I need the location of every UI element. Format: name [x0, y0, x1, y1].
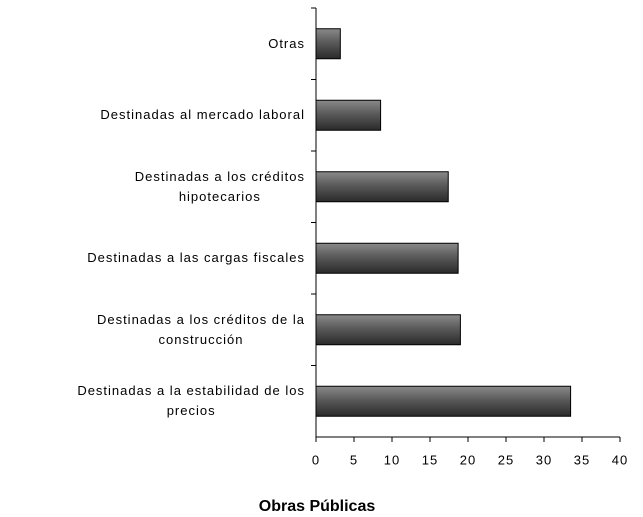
bar: [315, 385, 572, 417]
y-tick-label: Destinadas al mercado laboral: [100, 107, 305, 123]
bar: [315, 171, 449, 203]
y-tick-label: Destinadas a las cargas fiscales: [87, 250, 305, 266]
x-axis-label: Obras Públicas: [259, 498, 376, 515]
x-tick-label: 30: [536, 452, 552, 467]
bar: [315, 28, 341, 60]
y-tick-label: Destinadas a la estabilidad de los preci…: [77, 383, 305, 419]
y-tick-label: Otras: [268, 35, 305, 51]
bar: [315, 314, 461, 346]
x-tick-label: 10: [384, 452, 400, 467]
x-tick-label: 35: [574, 452, 590, 467]
x-tick-label: 20: [460, 452, 476, 467]
bar: [315, 242, 459, 274]
bar: [315, 99, 382, 131]
y-tick-label: Destinadas a los créditos de la construc…: [96, 311, 305, 347]
x-tick-label: 5: [350, 452, 358, 467]
x-tick-label: 15: [422, 452, 438, 467]
x-tick-label: 0: [312, 452, 320, 467]
x-tick-label: 25: [498, 452, 514, 467]
y-tick-label: Destinadas a los créditos hipotecarios: [134, 168, 305, 204]
x-tick-label: 40: [612, 452, 628, 467]
